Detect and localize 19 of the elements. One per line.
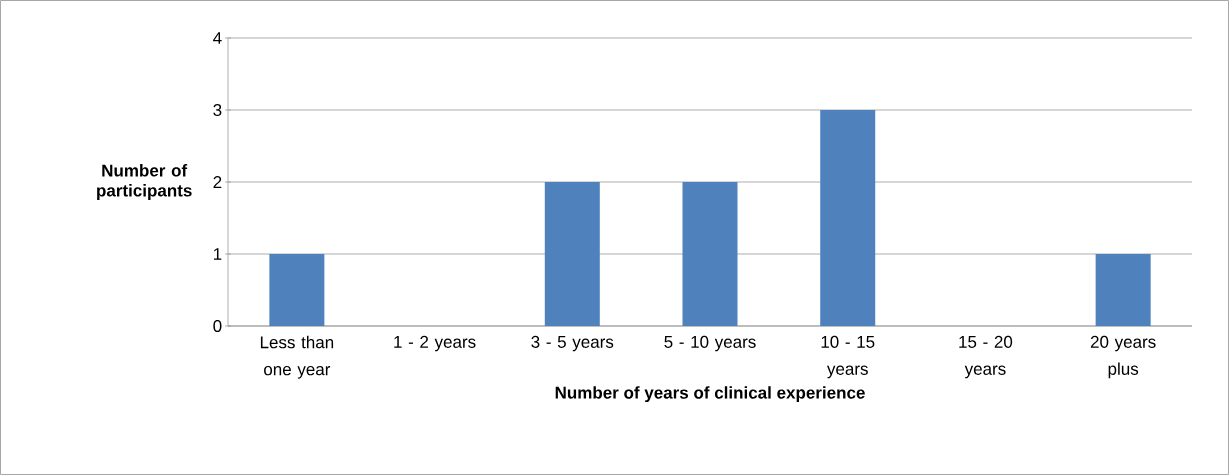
bar [1095, 253, 1151, 326]
x-tick-label: Less than one year [260, 335, 334, 379]
bar [682, 181, 738, 326]
x-tick-label: 1 - 2 years [394, 335, 476, 352]
x-tick-label: 10 - 15 years [821, 335, 875, 379]
x-tick-label: 3 - 5 years [531, 335, 614, 352]
y-tick-label: 4 [213, 32, 222, 44]
x-axis-title: Number of years of clinical experience [555, 386, 865, 403]
x-tick-label: 5 - 10 years [664, 335, 756, 352]
x-tick-label: 15 - 20 years [959, 335, 1013, 379]
bar [820, 109, 876, 326]
bar [269, 253, 325, 326]
y-tick-label: 0 [213, 319, 222, 333]
y-tick-label: 3 [213, 103, 222, 117]
y-tick-label: 2 [213, 176, 222, 188]
bar [544, 181, 600, 326]
y-axis-title: Number of participants [97, 164, 192, 200]
x-tick-label: 20 years plus [1090, 335, 1156, 379]
y-tick-label: 1 [213, 248, 222, 260]
